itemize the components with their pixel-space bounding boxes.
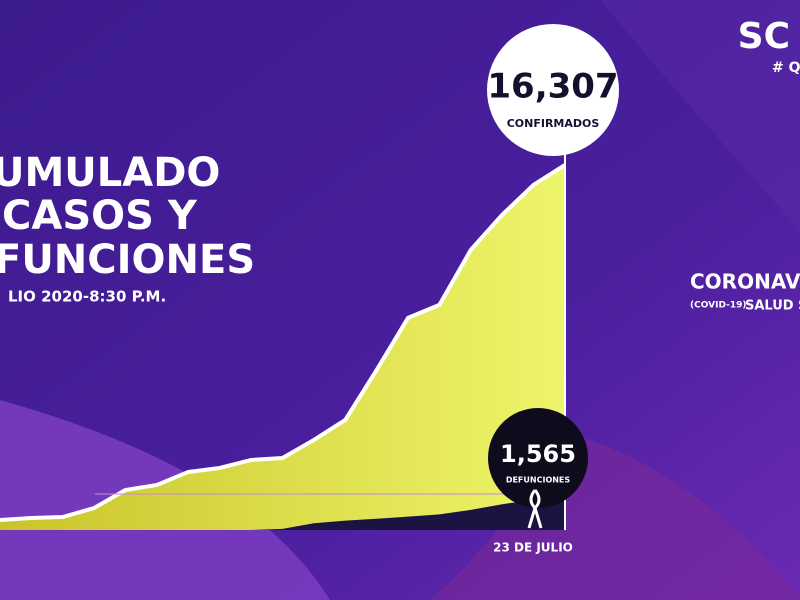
deaths-badge [488,408,588,508]
title-line: FUNCIONES [0,237,255,283]
series-label: CONFIRMADOS [507,117,600,130]
value-label: 16,307 [487,67,618,107]
logo: SC [738,16,790,57]
title-line: CASOS Y [2,193,198,239]
ribbon-icon [527,489,543,529]
total-badge [487,24,619,156]
x-tick-label: 23 DE JULIO [493,541,573,555]
program-title: CORONAV [690,270,800,294]
program-sub: SALUD S [745,299,800,314]
area-outline [0,163,567,522]
area [0,494,565,530]
title-line: UMULADO [0,150,220,196]
hashtag: # Q [772,60,800,76]
subtitle: LIO 2020-8:30 P.M. [8,288,166,306]
decor-shape [430,430,800,600]
value-label: 1,565 [500,440,576,468]
program-tag: (COVID-19) [690,301,746,311]
decor-shape [600,0,800,230]
series-label: DEFUNCIONES [506,476,571,485]
area [0,165,565,530]
